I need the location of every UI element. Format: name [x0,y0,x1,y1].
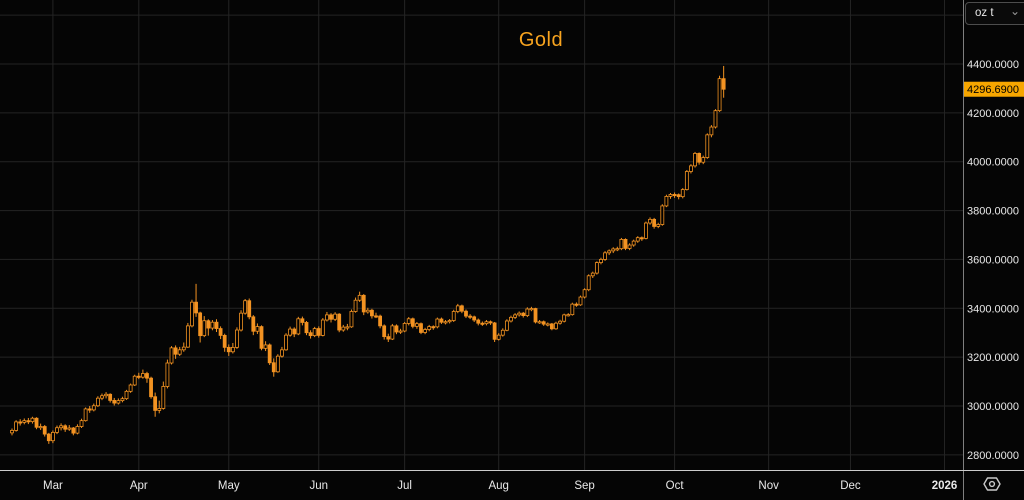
svg-text:May: May [218,480,240,492]
unit-label: oz t [975,7,994,19]
svg-text:Nov: Nov [758,480,779,492]
chart-title: Gold [518,29,564,51]
svg-text:Dec: Dec [840,480,861,492]
svg-text:4000.0000: 4000.0000 [967,157,1019,169]
svg-text:Aug: Aug [488,480,508,492]
unit-selector[interactable]: oz t ⌄ [965,2,1024,25]
svg-text:3600.0000: 3600.0000 [967,254,1019,266]
chevron-down-icon: ⌄ [1010,4,1021,18]
svg-text:Sep: Sep [574,480,594,492]
svg-text:Mar: Mar [43,480,63,492]
svg-text:Jul: Jul [397,480,412,492]
svg-text:3000.0000: 3000.0000 [967,401,1019,413]
svg-text:2800.0000: 2800.0000 [967,450,1019,462]
svg-text:Jun: Jun [309,480,328,492]
svg-text:Apr: Apr [130,480,148,492]
svg-text:3400.0000: 3400.0000 [967,303,1019,315]
svg-text:4296.6900: 4296.6900 [967,84,1019,96]
svg-text:2026: 2026 [932,480,958,492]
svg-text:4400.0000: 4400.0000 [967,59,1019,71]
settings-gear-icon[interactable] [981,474,1003,494]
svg-text:3200.0000: 3200.0000 [967,352,1019,364]
svg-text:3800.0000: 3800.0000 [967,206,1019,218]
svg-text:Oct: Oct [666,480,685,492]
svg-text:4200.0000: 4200.0000 [967,108,1019,120]
